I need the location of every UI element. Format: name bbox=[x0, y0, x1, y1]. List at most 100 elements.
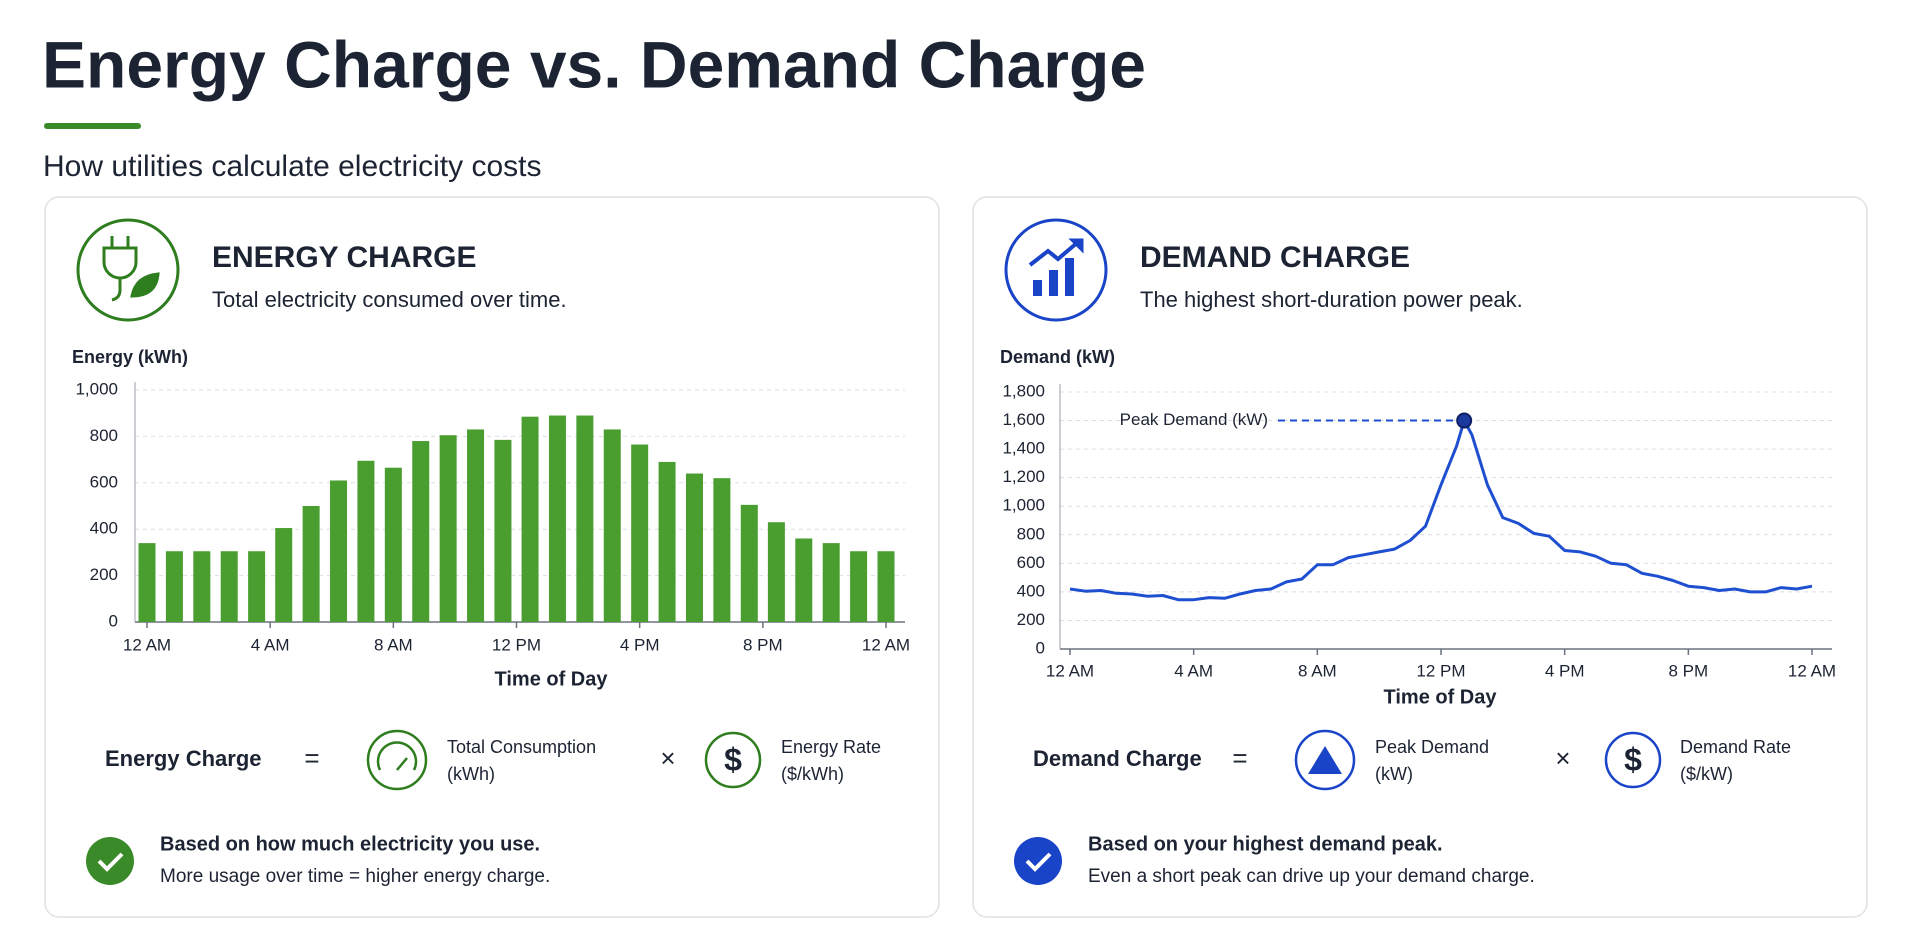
y-tick-label: 800 bbox=[1017, 524, 1045, 543]
y-tick-label: 1,000 bbox=[75, 379, 118, 398]
y-tick-label: 0 bbox=[1036, 638, 1045, 657]
page-subtitle: How utilities calculate electricity cost… bbox=[43, 150, 542, 183]
bar bbox=[767, 522, 785, 622]
formula-term: Demand Rate bbox=[1680, 737, 1791, 757]
x-tick-label: 12 AM bbox=[1046, 661, 1094, 680]
formula-equals: = bbox=[304, 743, 319, 773]
y-tick-label: 1,200 bbox=[1002, 467, 1045, 486]
bar bbox=[631, 444, 649, 622]
bar bbox=[138, 543, 156, 622]
bar bbox=[740, 504, 758, 622]
y-tick-label: 1,000 bbox=[1002, 496, 1045, 515]
panel-description: Total electricity consumed over time. bbox=[212, 287, 567, 312]
bar bbox=[877, 551, 895, 622]
formula-equals: = bbox=[1232, 743, 1247, 773]
x-axis-label: Time of Day bbox=[495, 668, 609, 690]
y-tick-label: 600 bbox=[90, 472, 118, 491]
bar bbox=[467, 429, 485, 622]
formula-term: (kW) bbox=[1375, 764, 1413, 784]
x-tick-label: 12 PM bbox=[492, 635, 541, 654]
demand-line bbox=[1069, 419, 1813, 602]
bar bbox=[193, 551, 211, 622]
formula-term: Energy Rate bbox=[781, 737, 881, 757]
page-title: Energy Charge vs. Demand Charge bbox=[42, 27, 1146, 101]
bar bbox=[603, 429, 621, 622]
bar bbox=[302, 506, 320, 622]
note-headline: Based on your highest demand peak. bbox=[1088, 833, 1443, 855]
bar bbox=[384, 467, 402, 622]
title-underline bbox=[44, 123, 141, 129]
y-tick-label: 800 bbox=[90, 426, 118, 445]
formula-term: Peak Demand bbox=[1375, 737, 1489, 757]
x-tick-label: 8 PM bbox=[1668, 661, 1708, 680]
bar bbox=[357, 460, 375, 622]
bar bbox=[795, 538, 813, 622]
x-tick-label: 8 AM bbox=[1298, 661, 1337, 680]
x-tick-label: 8 PM bbox=[743, 635, 783, 654]
y-tick-label: 0 bbox=[109, 611, 118, 630]
x-tick-label: 4 AM bbox=[1174, 661, 1213, 680]
energy-panel bbox=[44, 196, 940, 918]
formula-times: × bbox=[1555, 743, 1570, 773]
note-detail: More usage over time = higher energy cha… bbox=[160, 866, 550, 887]
bar bbox=[439, 435, 457, 622]
gauge-icon bbox=[366, 729, 428, 791]
check-icon bbox=[1014, 837, 1062, 885]
formula-term: (kWh) bbox=[447, 764, 495, 784]
bar bbox=[658, 461, 676, 622]
formula-term: ($/kW) bbox=[1680, 764, 1733, 784]
demand-panel bbox=[972, 196, 1868, 918]
x-tick-label: 4 PM bbox=[1545, 661, 1585, 680]
bar bbox=[713, 478, 731, 622]
panel-heading: ENERGY CHARGE bbox=[212, 241, 477, 274]
formula-name: Energy Charge bbox=[105, 746, 262, 771]
y-tick-label: 400 bbox=[1017, 581, 1045, 600]
bar bbox=[494, 439, 512, 622]
note-detail: Even a short peak can drive up your dema… bbox=[1088, 866, 1535, 887]
bar bbox=[165, 551, 183, 622]
formula-term: ($/kWh) bbox=[781, 764, 844, 784]
x-tick-label: 4 PM bbox=[620, 635, 660, 654]
bar bbox=[822, 543, 840, 622]
check-icon bbox=[86, 837, 134, 885]
formula-name: Demand Charge bbox=[1033, 746, 1202, 771]
note-headline: Based on how much electricity you use. bbox=[160, 833, 540, 855]
bar bbox=[850, 551, 868, 622]
bar bbox=[220, 551, 238, 622]
dollar-icon: $ bbox=[1604, 731, 1662, 789]
y-tick-label: 1,800 bbox=[1002, 381, 1045, 400]
formula-term: Total Consumption bbox=[447, 737, 596, 757]
y-tick-label: 1,600 bbox=[1002, 410, 1045, 429]
y-tick-label: 200 bbox=[1017, 610, 1045, 629]
x-axis-label: Time of Day bbox=[1384, 686, 1498, 708]
demand-icon bbox=[1004, 218, 1108, 322]
dollar-icon: $ bbox=[704, 731, 762, 789]
bar bbox=[576, 415, 594, 622]
bar bbox=[685, 473, 703, 622]
y-tick-label: 1,400 bbox=[1002, 439, 1045, 458]
bar bbox=[412, 441, 430, 622]
y-tick-label: 400 bbox=[90, 519, 118, 538]
formula-times: × bbox=[660, 743, 675, 773]
x-tick-label: 12 PM bbox=[1416, 661, 1465, 680]
peak-icon bbox=[1294, 729, 1356, 791]
y-axis-label: Demand (kW) bbox=[1000, 347, 1115, 367]
bar bbox=[548, 415, 566, 622]
panel-heading: DEMAND CHARGE bbox=[1140, 241, 1410, 274]
svg-text:$: $ bbox=[724, 741, 742, 777]
bar bbox=[275, 528, 293, 622]
y-tick-label: 600 bbox=[1017, 553, 1045, 572]
energy-icon bbox=[76, 218, 180, 322]
y-tick-label: 200 bbox=[90, 565, 118, 584]
x-tick-label: 12 AM bbox=[1788, 661, 1836, 680]
x-tick-label: 4 AM bbox=[251, 635, 290, 654]
svg-text:$: $ bbox=[1624, 741, 1642, 777]
x-tick-label: 12 AM bbox=[862, 635, 910, 654]
bar bbox=[248, 551, 266, 622]
x-tick-label: 8 AM bbox=[374, 635, 413, 654]
bar bbox=[521, 416, 539, 622]
y-axis-label: Energy (kWh) bbox=[72, 347, 188, 367]
panel-description: The highest short-duration power peak. bbox=[1140, 287, 1523, 312]
peak-annotation: Peak Demand (kW) bbox=[1120, 410, 1268, 429]
